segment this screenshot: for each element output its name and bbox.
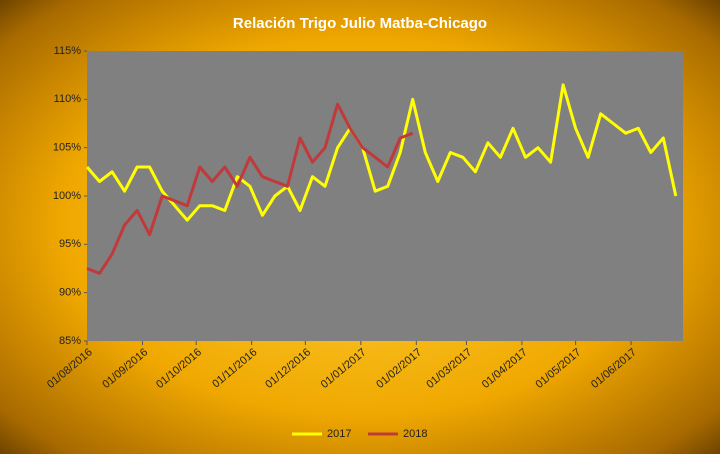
y-tick-label: 115% xyxy=(54,45,82,57)
y-tick-label: 85% xyxy=(59,335,81,347)
legend-label: 2017 xyxy=(327,428,351,440)
chart-title: Relación Trigo Julio Matba-Chicago xyxy=(233,15,487,32)
y-tick-label: 90% xyxy=(59,287,81,299)
y-tick-label: 105% xyxy=(53,142,81,154)
plot-area xyxy=(87,51,683,341)
y-tick-label: 95% xyxy=(59,238,81,250)
line-series xyxy=(86,102,414,275)
legend-label: 2018 xyxy=(403,428,427,440)
y-tick-label: 100% xyxy=(53,190,81,202)
line-series xyxy=(85,83,678,222)
y-tick-label: 110% xyxy=(54,93,82,105)
